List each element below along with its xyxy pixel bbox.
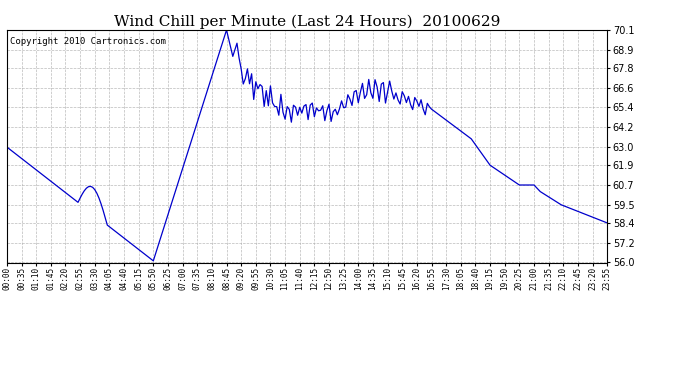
Title: Wind Chill per Minute (Last 24 Hours)  20100629: Wind Chill per Minute (Last 24 Hours) 20… xyxy=(114,15,500,29)
Text: Copyright 2010 Cartronics.com: Copyright 2010 Cartronics.com xyxy=(10,37,166,46)
